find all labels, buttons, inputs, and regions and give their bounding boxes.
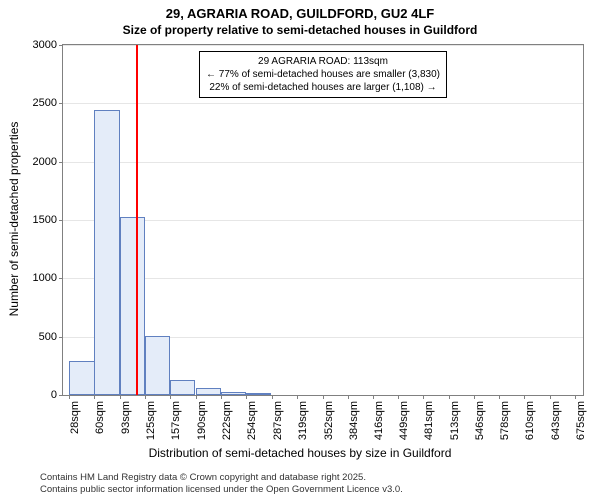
x-axis-label: Distribution of semi-detached houses by … [0, 446, 600, 460]
ytick-mark [59, 395, 63, 396]
xtick-label: 125sqm [145, 401, 157, 440]
xtick-label: 416sqm [373, 401, 385, 440]
chart-subtitle: Size of property relative to semi-detach… [0, 23, 600, 37]
property-marker-line [136, 45, 138, 395]
ytick-label: 500 [39, 331, 57, 343]
xtick-mark [474, 395, 475, 399]
xtick-label: 513sqm [449, 401, 461, 440]
ytick-label: 3000 [33, 39, 57, 51]
xtick-label: 319sqm [297, 401, 309, 440]
xtick-label: 449sqm [398, 401, 410, 440]
xtick-mark [550, 395, 551, 399]
ytick-mark [59, 278, 63, 279]
xtick-mark [323, 395, 324, 399]
xtick-label: 254sqm [246, 401, 258, 440]
histogram-bar [69, 361, 94, 395]
xtick-label: 28sqm [69, 401, 81, 434]
histogram-bar [145, 336, 170, 396]
xtick-mark [170, 395, 171, 399]
footer-line1: Contains HM Land Registry data © Crown c… [40, 472, 403, 484]
xtick-mark [373, 395, 374, 399]
ytick-label: 0 [51, 389, 57, 401]
xtick-label: 481sqm [423, 401, 435, 440]
ytick-mark [59, 162, 63, 163]
xtick-mark [575, 395, 576, 399]
callout-box: 29 AGRARIA ROAD: 113sqm ← 77% of semi-de… [199, 51, 447, 98]
xtick-label: 190sqm [196, 401, 208, 440]
xtick-label: 157sqm [170, 401, 182, 440]
xtick-mark [348, 395, 349, 399]
ytick-label: 2000 [33, 156, 57, 168]
xtick-mark [145, 395, 146, 399]
gridline [63, 45, 583, 46]
xtick-label: 643sqm [550, 401, 562, 440]
xtick-label: 384sqm [348, 401, 360, 440]
ytick-label: 2500 [33, 97, 57, 109]
y-axis-label: Number of semi-detached properties [7, 122, 21, 317]
ytick-mark [59, 337, 63, 338]
xtick-mark [524, 395, 525, 399]
footer-line2: Contains public sector information licen… [40, 484, 403, 496]
gridline [63, 103, 583, 104]
histogram-bar [120, 217, 145, 396]
plot-area: 29 AGRARIA ROAD: 113sqm ← 77% of semi-de… [62, 44, 584, 396]
xtick-mark [449, 395, 450, 399]
xtick-mark [272, 395, 273, 399]
xtick-label: 610sqm [524, 401, 536, 440]
ytick-label: 1000 [33, 272, 57, 284]
xtick-label: 60sqm [94, 401, 106, 434]
ytick-mark [59, 220, 63, 221]
histogram-bar [246, 393, 271, 395]
xtick-label: 287sqm [272, 401, 284, 440]
histogram-bar [170, 380, 195, 395]
chart-title: 29, AGRARIA ROAD, GUILDFORD, GU2 4LF [0, 6, 600, 21]
xtick-mark [423, 395, 424, 399]
xtick-mark [246, 395, 247, 399]
xtick-label: 546sqm [474, 401, 486, 440]
xtick-label: 222sqm [221, 401, 233, 440]
property-size-chart: 29, AGRARIA ROAD, GUILDFORD, GU2 4LF Siz… [0, 0, 600, 500]
xtick-label: 93sqm [120, 401, 132, 434]
histogram-bar [196, 388, 221, 395]
ytick-mark [59, 45, 63, 46]
xtick-label: 675sqm [575, 401, 587, 440]
ytick-label: 1500 [33, 214, 57, 226]
callout-line2: ← 77% of semi-detached houses are smalle… [206, 68, 440, 81]
attribution-footer: Contains HM Land Registry data © Crown c… [40, 472, 403, 497]
gridline [63, 162, 583, 163]
xtick-mark [398, 395, 399, 399]
xtick-mark [120, 395, 121, 399]
histogram-bar [94, 110, 119, 395]
xtick-mark [196, 395, 197, 399]
callout-line1: 29 AGRARIA ROAD: 113sqm [206, 55, 440, 68]
xtick-mark [69, 395, 70, 399]
xtick-label: 578sqm [499, 401, 511, 440]
ytick-mark [59, 103, 63, 104]
xtick-label: 352sqm [323, 401, 335, 440]
xtick-mark [94, 395, 95, 399]
xtick-mark [221, 395, 222, 399]
xtick-mark [499, 395, 500, 399]
xtick-mark [297, 395, 298, 399]
histogram-bar [221, 392, 246, 396]
callout-line3: 22% of semi-detached houses are larger (… [206, 81, 440, 94]
